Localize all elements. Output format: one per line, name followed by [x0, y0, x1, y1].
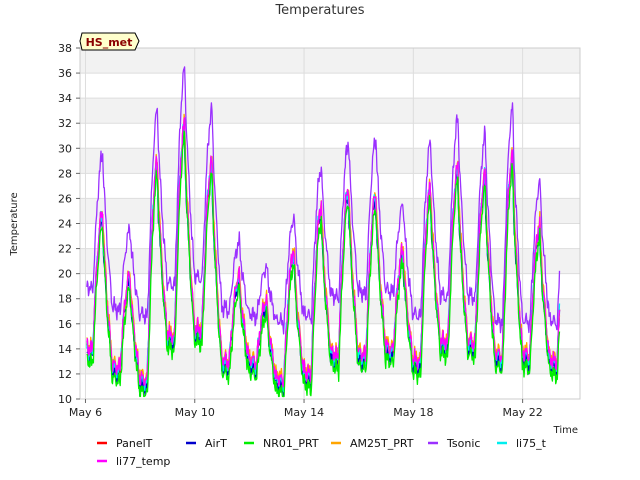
badge-label: HS_met	[86, 36, 133, 49]
y-tick-label: 34	[58, 92, 72, 105]
y-tick-label: 20	[58, 268, 72, 281]
y-tick-label: 16	[58, 318, 72, 331]
y-tick-label: 30	[58, 142, 72, 155]
y-tick-label: 12	[58, 368, 72, 381]
background-band	[80, 373, 580, 399]
background-band	[80, 98, 580, 124]
series-line-nr01-prt	[86, 130, 561, 398]
legend-label: AM25T_PRT	[350, 437, 414, 450]
y-tick-label: 24	[58, 218, 72, 231]
background-band	[80, 148, 580, 174]
chart-title: Temperatures	[274, 3, 364, 18]
y-tick-label: 14	[58, 343, 72, 356]
y-tick-label: 38	[58, 42, 72, 55]
background-band	[80, 248, 580, 274]
y-tick-label: 26	[58, 192, 72, 205]
legend-label: AirT	[205, 437, 227, 450]
background-band	[80, 198, 580, 224]
series-lines	[86, 66, 561, 398]
x-tick-label: May 22	[502, 406, 542, 419]
legend-label: li75_t	[516, 437, 547, 450]
series-line-tsonic	[86, 66, 561, 335]
y-tick-label: 28	[58, 167, 72, 180]
legend-label: li77_temp	[116, 455, 170, 468]
y-axis-title: Temperature	[9, 192, 20, 256]
x-axis-title: Time	[553, 425, 578, 436]
x-tick-label: May 10	[175, 406, 215, 419]
legend-label: Tsonic	[446, 437, 480, 450]
background-band	[80, 123, 580, 149]
x-tick-label: May 6	[69, 406, 102, 419]
y-tick-label: 36	[58, 67, 72, 80]
legend-label: PanelT	[116, 437, 153, 450]
legend: PanelT AirT NR01_PRT AM25T_PRT Tsonic li75_tl…	[97, 437, 547, 468]
legend-label: NR01_PRT	[263, 437, 319, 450]
x-tick-label: May 14	[284, 406, 324, 419]
y-tick-label: 10	[58, 393, 72, 406]
hs-met-badge: HS_met	[79, 32, 140, 51]
y-tick-label: 32	[58, 117, 72, 130]
background-band	[80, 173, 580, 199]
y-axis-ticks: 10 12 14 16 18 20 22 24 26 28 30 32 34 36 38	[58, 42, 80, 406]
y-tick-label: 22	[58, 243, 72, 256]
x-axis-ticks: May 6 May 10 May 14 May 18 May 22	[69, 399, 543, 419]
background-band	[80, 48, 580, 74]
y-tick-label: 18	[58, 293, 72, 306]
background-band	[80, 73, 580, 99]
x-tick-label: May 18	[393, 406, 433, 419]
